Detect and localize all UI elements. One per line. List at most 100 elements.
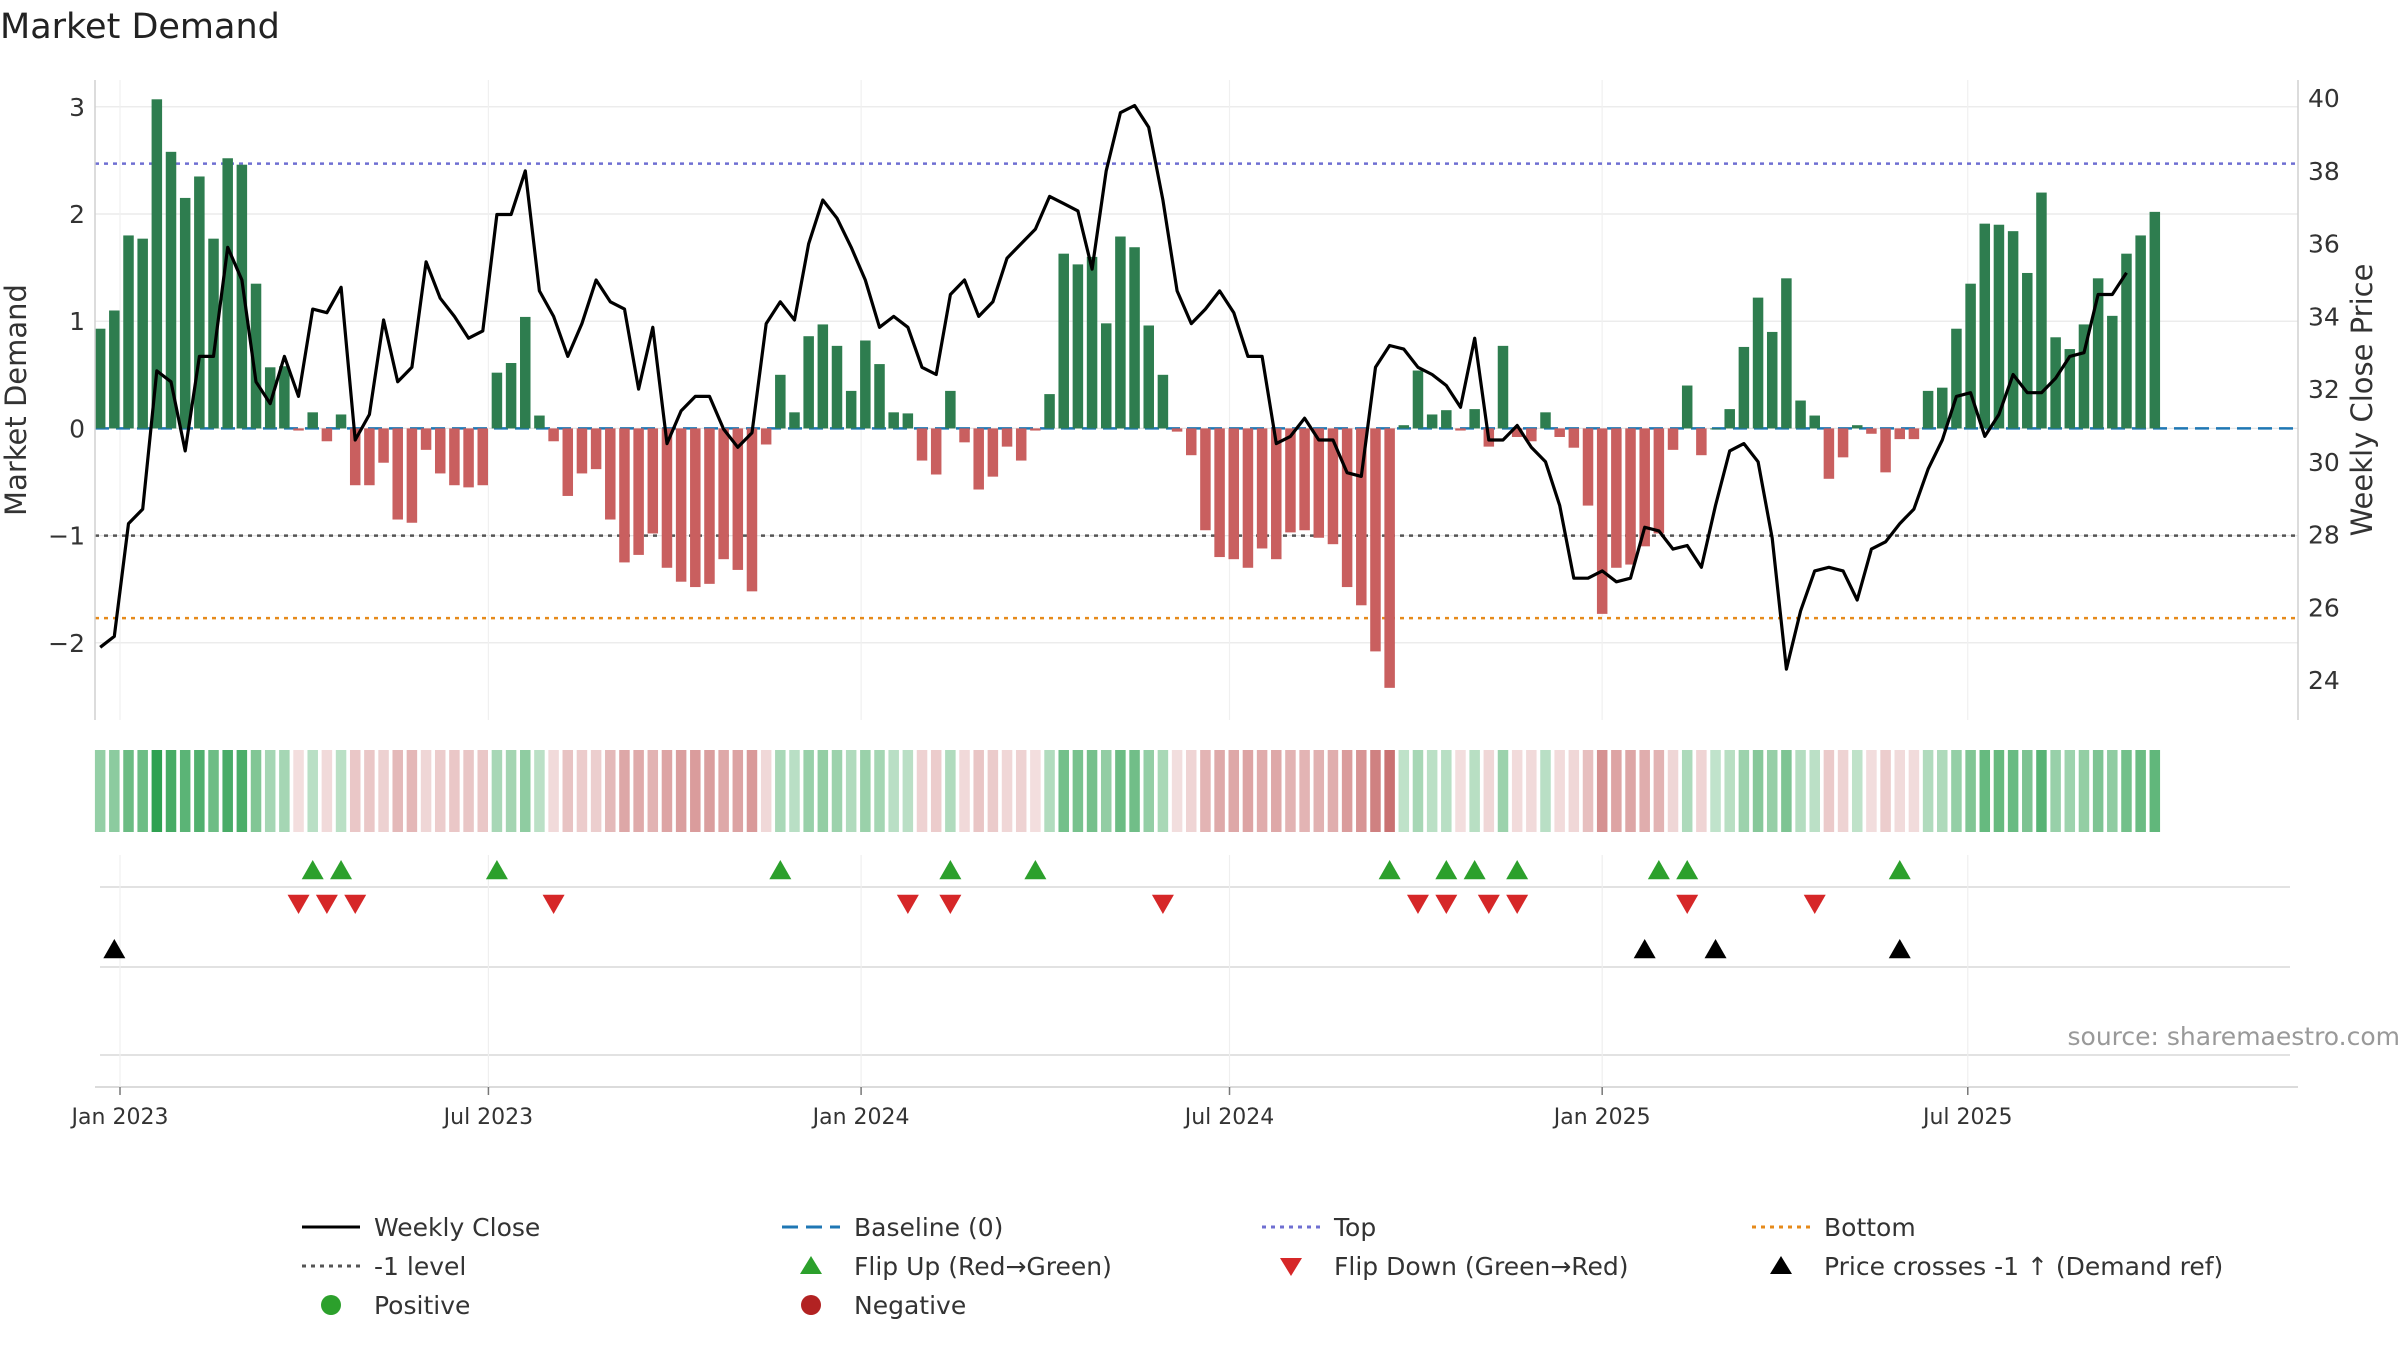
- heat-strip-cell: [208, 750, 219, 832]
- price-cross-marker: [1888, 939, 1911, 959]
- heat-strip-cell: [1497, 750, 1509, 832]
- heat-strip-cell: [1823, 750, 1835, 832]
- demand-bar-positive: [2078, 324, 2090, 429]
- weekly-close-line: [99, 103, 2128, 671]
- price-cross-marker: [1704, 939, 1727, 959]
- y-tick-label-right: 26: [2308, 593, 2340, 622]
- heat-strip-cell: [1143, 750, 1154, 832]
- heat-strip-cell: [1653, 750, 1665, 832]
- heat-strip-cell: [1341, 750, 1353, 832]
- legend-label: Negative: [854, 1290, 967, 1320]
- y-tick-label-right: 28: [2308, 521, 2340, 550]
- demand-bar-negative: [1200, 428, 1211, 531]
- demand-bar-positive: [2092, 278, 2104, 429]
- legend-symbol: [782, 1225, 840, 1229]
- y-tick-label-left: −1: [48, 522, 85, 551]
- demand-bar-positive: [151, 99, 163, 429]
- heat-strip-cell: [179, 750, 191, 832]
- heat-strip-cell: [860, 750, 871, 832]
- heat-strip-cell: [647, 750, 659, 832]
- demand-bar-positive: [222, 158, 233, 429]
- demand-bar-negative: [1639, 428, 1650, 547]
- legend-label: Flip Down (Green→Red): [1334, 1251, 1629, 1281]
- demand-bar-positive: [1044, 394, 1055, 429]
- legend-tri-down: [1280, 1258, 1302, 1276]
- heat-strip-cell: [1611, 750, 1622, 832]
- legend-label: Weekly Close: [374, 1212, 541, 1242]
- heat-strip-cell: [109, 750, 120, 832]
- heat-strip-cell: [1979, 750, 1991, 832]
- heat-strip-cell: [1596, 750, 1608, 832]
- heat-strip-cell: [1568, 750, 1580, 832]
- chart-title: Market Demand: [0, 7, 280, 47]
- demand-bar-negative: [1511, 428, 1523, 437]
- demand-bar-negative: [1837, 428, 1849, 458]
- legend-item: -1 level: [300, 1249, 466, 1283]
- heat-strip-cell: [1242, 750, 1254, 832]
- demand-bar-negative: [1526, 428, 1537, 442]
- demand-bar-negative: [392, 428, 403, 520]
- demand-bar-positive: [2036, 192, 2047, 429]
- demand-bar-negative: [1001, 428, 1013, 447]
- demand-bar-negative: [1327, 428, 1339, 545]
- demand-bar-negative: [619, 428, 630, 563]
- legend-item: Negative: [780, 1288, 966, 1322]
- heat-strip-cell: [1469, 750, 1480, 832]
- heat-strip-cell: [307, 750, 318, 832]
- demand-bar-negative: [576, 428, 588, 474]
- heat-strip-cell: [2092, 750, 2104, 832]
- heat-strip-cell: [605, 750, 616, 832]
- demand-bar-positive: [109, 310, 120, 429]
- demand-bar-positive: [520, 316, 531, 429]
- heat-strip-cell: [930, 750, 942, 832]
- demand-bar-negative: [349, 428, 361, 486]
- heat-strip-cell: [576, 750, 588, 832]
- demand-bar-positive: [775, 374, 786, 429]
- demand-bar-positive: [1681, 385, 1693, 429]
- demand-bar-negative: [364, 428, 375, 486]
- demand-bar-positive: [1752, 297, 1764, 429]
- heat-strip-cell: [775, 750, 786, 832]
- legend-symbol: [302, 1264, 360, 1268]
- demand-bar-negative: [449, 428, 460, 486]
- heat-strip-cell: [406, 750, 418, 832]
- demand-bar-positive: [179, 197, 191, 429]
- demand-bar-positive: [1809, 415, 1820, 429]
- demand-bar-negative: [1866, 428, 1877, 434]
- axes: −2 −1 0 1 2 3 24 26 28 30 32 34 36 38 40 Jan 2023 Jul 20…: [48, 80, 2340, 1130]
- heat-strip-cell: [1837, 750, 1849, 832]
- demand-bar-positive: [902, 413, 914, 429]
- legend-item: Weekly Close: [300, 1210, 540, 1244]
- demand-bar-negative: [378, 428, 389, 463]
- heat-strip-cell: [1157, 750, 1169, 832]
- heat-strip-cell: [123, 750, 134, 832]
- heat-strip-cell: [1795, 750, 1806, 832]
- heat-strip-cell: [1015, 750, 1027, 832]
- heat-strip-cell: [420, 750, 432, 832]
- legend-item: Price crosses -1 ↑ (Demand ref): [1750, 1249, 2223, 1283]
- heat-strip-cell: [2050, 750, 2061, 832]
- x-tick-label: Jan 2024: [811, 1105, 910, 1130]
- heat-strip-cell: [520, 750, 531, 832]
- x-tick-label: Jan 2025: [1552, 1105, 1651, 1130]
- heat-strip-cell: [137, 750, 148, 832]
- demand-bar-positive: [1398, 425, 1410, 429]
- demand-bar-negative: [1271, 428, 1282, 560]
- heat-strip-cell: [1951, 750, 1962, 832]
- demand-bar-negative: [1596, 428, 1608, 614]
- heat-strip-cell: [1455, 750, 1466, 832]
- x-tick-label: Jul 2023: [442, 1105, 534, 1130]
- demand-bar-negative: [1611, 428, 1622, 568]
- flip-up-marker: [330, 860, 353, 880]
- demand-bar-negative: [930, 428, 942, 475]
- demand-bar-positive: [505, 363, 517, 429]
- demand-bar-negative: [987, 428, 999, 477]
- demand-bar-negative: [1242, 428, 1254, 568]
- heat-strip-cell: [1724, 750, 1735, 832]
- flip-down-marker: [1151, 894, 1174, 914]
- heat-strip-cell: [1526, 750, 1537, 832]
- legend-symbol: [1280, 1258, 1302, 1276]
- demand-bar-positive: [2107, 315, 2118, 429]
- heat-strip-cell: [619, 750, 630, 832]
- demand-bar-positive: [860, 340, 871, 429]
